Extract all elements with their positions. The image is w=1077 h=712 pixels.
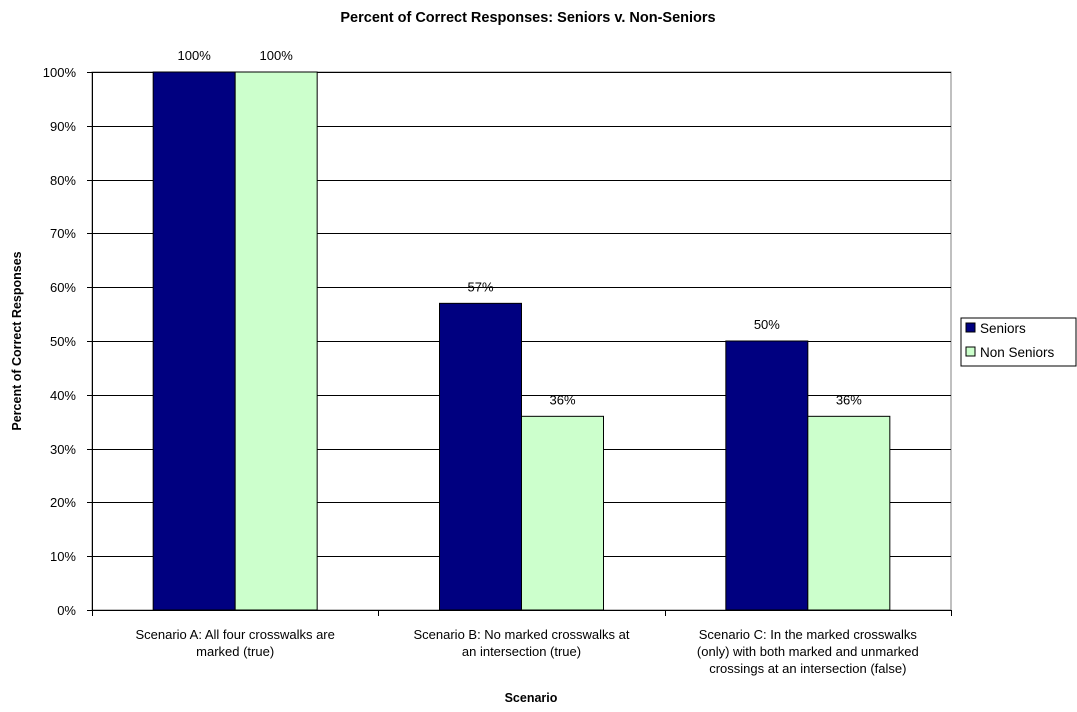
y-axis-title: Percent of Correct Responses (10, 251, 24, 430)
y-tick-label: 80% (50, 173, 76, 188)
legend-swatch-seniors (965, 322, 976, 333)
y-tick-label: 30% (50, 442, 76, 457)
data-label: 100% (260, 48, 294, 63)
y-tick-label: 70% (50, 226, 76, 241)
y-tick-label: 100% (43, 65, 77, 80)
x-axis-title: Scenario (505, 691, 558, 705)
legend: Seniors Non Seniors (960, 317, 1077, 367)
bar-seniors (725, 340, 809, 611)
y-tick-label: 90% (50, 119, 76, 134)
x-tick-label: Scenario C: In the marked crosswalks (onl… (697, 627, 919, 676)
bar-non-seniors (521, 415, 604, 611)
data-label: 36% (549, 392, 575, 407)
legend-swatch-non-seniors (965, 346, 976, 357)
y-tick-label: 10% (50, 549, 76, 564)
data-label: 57% (467, 279, 493, 294)
axes (87, 72, 952, 616)
x-tick-label: Scenario A: All four crosswalks are marke… (135, 627, 334, 659)
data-label: 50% (754, 317, 780, 332)
y-tick-label: 60% (50, 280, 76, 295)
data-label: 100% (178, 48, 212, 63)
legend-label-non-seniors: Non Seniors (980, 345, 1055, 360)
y-tick-label: 40% (50, 388, 76, 403)
x-tick-label: Scenario B: No marked crosswalks at an in… (413, 627, 629, 659)
y-tick-label: 20% (50, 495, 76, 510)
data-label: 36% (836, 392, 862, 407)
y-tick-label: 0% (57, 603, 76, 618)
chart-title: Percent of Correct Responses: Seniors v.… (340, 10, 715, 26)
y-tick-label: 50% (50, 334, 76, 349)
legend-label-seniors: Seniors (980, 321, 1026, 336)
bar-non-seniors (807, 415, 891, 611)
x-tick-labels: Scenario A: All four crosswalks are marke… (135, 627, 918, 676)
bar-seniors (439, 302, 522, 611)
bar-seniors (152, 71, 236, 611)
bar-non-seniors (234, 71, 318, 611)
y-tick-labels: 0% 10% 20% 30% 40% 50% 60% 70% 80% 90% 100% (43, 65, 77, 618)
legend-box (960, 317, 1077, 367)
data-labels: 100% 100% 57% 36% 50% 36% (178, 48, 863, 407)
